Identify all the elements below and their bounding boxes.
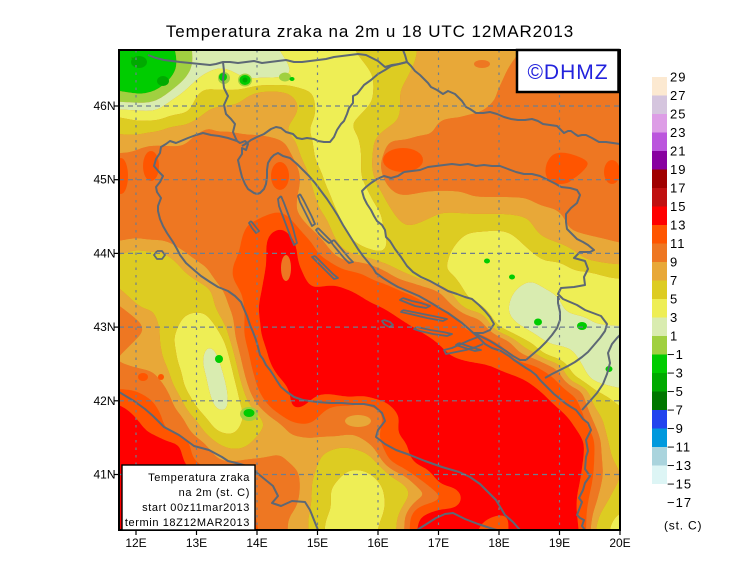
svg-text:42N: 42N [93, 394, 115, 408]
svg-text:−3: −3 [667, 366, 684, 381]
svg-text:na 2m (st. C): na 2m (st. C) [179, 487, 250, 499]
svg-text:15: 15 [670, 199, 686, 214]
svg-text:45N: 45N [93, 173, 115, 187]
svg-text:11: 11 [670, 236, 686, 251]
svg-text:16E: 16E [367, 536, 388, 550]
svg-text:44N: 44N [93, 246, 115, 260]
svg-text:17: 17 [670, 181, 686, 196]
svg-text:46N: 46N [93, 99, 115, 113]
svg-text:14E: 14E [246, 536, 267, 550]
svg-text:23: 23 [670, 125, 686, 140]
svg-text:41N: 41N [93, 468, 115, 482]
svg-text:−5: −5 [667, 384, 684, 399]
svg-text:13E: 13E [186, 536, 207, 550]
svg-text:−11: −11 [667, 440, 691, 455]
svg-text:18E: 18E [488, 536, 509, 550]
svg-text:Temperatura zraka: Temperatura zraka [148, 472, 250, 484]
svg-text:17E: 17E [428, 536, 449, 550]
svg-text:−17: −17 [667, 495, 692, 510]
svg-text:15E: 15E [307, 536, 328, 550]
svg-text:−9: −9 [667, 421, 684, 436]
svg-text:19E: 19E [549, 536, 570, 550]
svg-text:−7: −7 [667, 403, 684, 418]
svg-text:−1: −1 [667, 347, 684, 362]
svg-text:7: 7 [670, 273, 678, 288]
svg-text:21: 21 [670, 144, 686, 159]
svg-text:1: 1 [670, 329, 678, 344]
svg-text:12E: 12E [125, 536, 146, 550]
svg-text:©DHMZ: ©DHMZ [527, 61, 608, 84]
svg-text:termin 18Z12MAR2013: termin 18Z12MAR2013 [125, 517, 250, 529]
svg-text:Temperatura zraka na 2m u 18 U: Temperatura zraka na 2m u 18 UTC 12MAR20… [166, 22, 574, 41]
svg-text:25: 25 [670, 107, 686, 122]
svg-text:(st. C): (st. C) [664, 519, 702, 533]
svg-text:start 00z11mar2013: start 00z11mar2013 [142, 502, 250, 514]
svg-text:20E: 20E [609, 536, 630, 550]
svg-text:−13: −13 [667, 458, 692, 473]
svg-text:43N: 43N [93, 320, 115, 334]
svg-text:9: 9 [670, 255, 678, 270]
svg-text:5: 5 [670, 292, 678, 307]
svg-text:29: 29 [670, 70, 686, 85]
svg-text:−15: −15 [667, 477, 692, 492]
svg-text:3: 3 [670, 310, 678, 325]
svg-text:19: 19 [670, 162, 686, 177]
svg-text:27: 27 [670, 88, 686, 103]
svg-text:13: 13 [670, 218, 686, 233]
